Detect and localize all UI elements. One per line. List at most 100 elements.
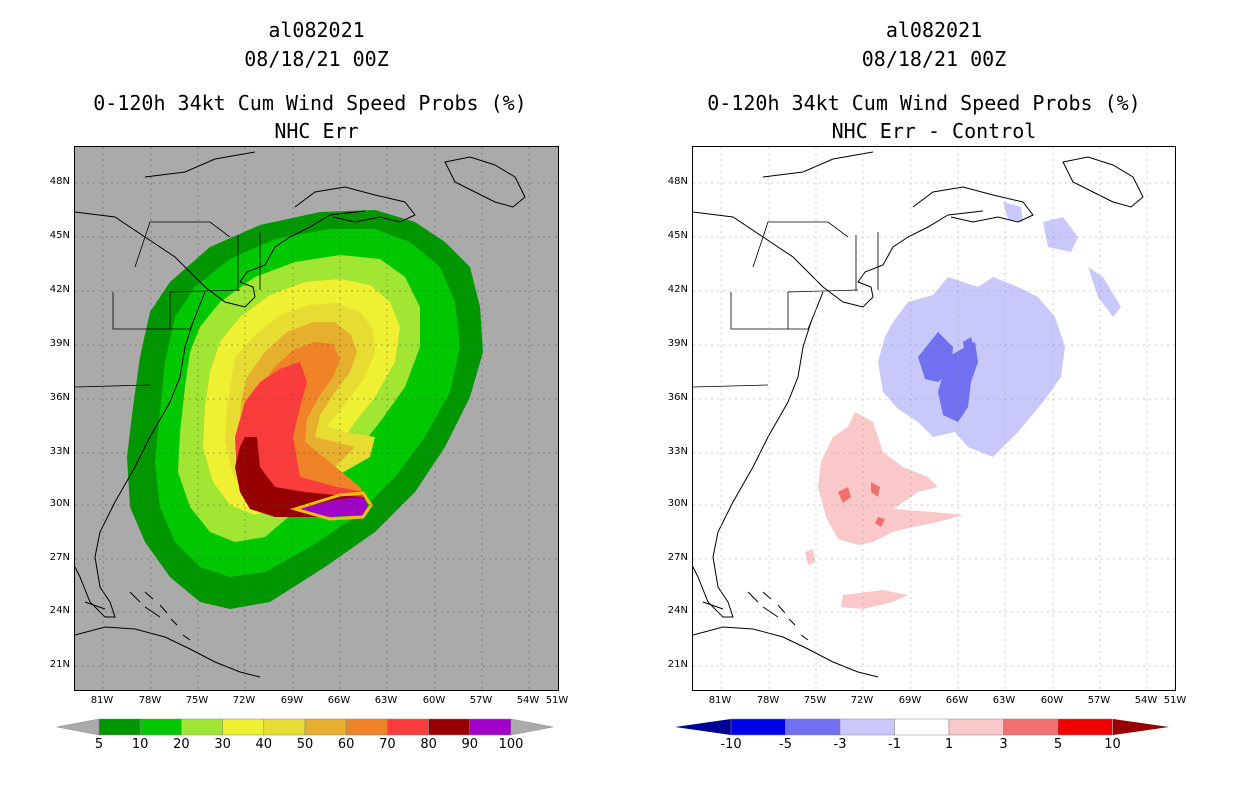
- colorbar-swatch: [181, 718, 223, 736]
- colorbar-swatch: [948, 718, 1004, 736]
- colorbar-label: 80: [420, 737, 437, 752]
- lon-label: 81W: [708, 695, 732, 706]
- colorbar-swatch: [428, 718, 471, 736]
- colorbar-swatch: [469, 718, 512, 736]
- colorbar-swatch: [894, 718, 950, 736]
- colorbar-label: 10: [131, 737, 149, 752]
- lat-label: 36N: [667, 392, 688, 403]
- canada-coastline: [144, 151, 526, 223]
- lon-label: 81W: [90, 695, 114, 706]
- cuba-outline: [75, 591, 261, 678]
- colorbar-label: 70: [379, 737, 396, 752]
- lat-label: 24N: [49, 605, 70, 616]
- lon-label: 75W: [803, 695, 827, 706]
- left-grid-lines: [75, 147, 558, 690]
- lat-label: 39N: [667, 338, 688, 349]
- colorbar-swatch: [98, 718, 141, 736]
- lon-label: 75W: [185, 695, 209, 706]
- lon-label: 78W: [138, 695, 162, 706]
- lat-label: 21N: [49, 659, 70, 670]
- left-map-graphics: [75, 151, 526, 678]
- lon-label: 54W: [1134, 695, 1158, 706]
- diff-positive-light-south: [805, 549, 908, 609]
- left-map: [74, 146, 559, 691]
- lat-label: 24N: [667, 605, 688, 616]
- left-colorbar-under-arrow: [57, 718, 100, 736]
- right-bahamas-islands: [762, 591, 809, 641]
- left-subtitle: NHC Err: [274, 119, 359, 143]
- lat-label: 21N: [667, 659, 688, 670]
- lon-label: 60W: [1040, 695, 1064, 706]
- right-colorbar-over-arrow: [1113, 719, 1169, 735]
- colorbar-swatch: [730, 718, 786, 736]
- bahamas-islands: [144, 591, 191, 641]
- colorbar-label: 10: [1104, 737, 1121, 752]
- colorbar-label: 50: [296, 737, 314, 752]
- lon-label: 51W: [545, 695, 569, 706]
- right-canada-coastline: [762, 151, 1144, 223]
- colorbar-swatch: [1003, 718, 1059, 736]
- lat-label: 48N: [49, 176, 70, 187]
- right-storm-id: al082021: [885, 18, 983, 42]
- lon-label: 72W: [850, 695, 874, 706]
- colorbar-swatch: [345, 718, 388, 736]
- colorbar-label: 5: [1053, 737, 1063, 752]
- lat-label: 30N: [667, 498, 688, 509]
- colorbar-swatch: [1057, 718, 1113, 736]
- lat-label: 39N: [49, 338, 70, 349]
- right-subtitle: NHC Err - Control: [831, 119, 1037, 143]
- lon-label: 66W: [945, 695, 969, 706]
- lon-label: 72W: [232, 695, 256, 706]
- colorbar-label: 60: [337, 737, 355, 752]
- lat-label: 30N: [49, 498, 70, 509]
- lon-label: 60W: [422, 695, 446, 706]
- colorbar-label: 3: [999, 737, 1008, 752]
- left-storm-id: al082021: [268, 18, 365, 42]
- lat-label: 36N: [49, 392, 70, 403]
- colorbar-label: -5: [779, 737, 792, 752]
- right-colorbar-under-arrow: [675, 719, 731, 735]
- colorbar-label: 40: [255, 737, 273, 752]
- lon-label: 63W: [992, 695, 1016, 706]
- lat-label: 27N: [49, 552, 70, 563]
- colorbar-label: 30: [214, 737, 231, 752]
- right-map: [692, 146, 1176, 691]
- colorbar-swatch: [139, 718, 182, 736]
- lat-label: 27N: [667, 552, 688, 563]
- right-date: 08/18/21 00Z: [861, 47, 1007, 71]
- colorbar-label: 20: [173, 737, 190, 752]
- lat-label: 42N: [667, 284, 688, 295]
- left-colorbar-over-arrow: [510, 718, 554, 736]
- colorbar-swatch: [304, 718, 347, 736]
- colorbar-label: -10: [720, 737, 742, 752]
- right-product-title: 0-120h 34kt Cum Wind Speed Probs (%): [707, 91, 1141, 115]
- colorbar-label: 1: [944, 737, 954, 752]
- lon-label: 66W: [327, 695, 351, 706]
- colorbar-swatch: [387, 718, 429, 736]
- lon-label: 51W: [1163, 695, 1187, 706]
- colorbar-label: -3: [833, 737, 847, 752]
- right-map-graphics: [693, 147, 1175, 690]
- right-state-borders: [693, 221, 879, 388]
- diff-positive-light: [818, 412, 963, 545]
- diff-negative-light-ne: [1003, 202, 1121, 317]
- lat-label: 45N: [49, 230, 70, 241]
- lon-label: 69W: [280, 695, 304, 706]
- colorbar-swatch: [785, 718, 841, 736]
- lon-label: 57W: [1087, 695, 1111, 706]
- left-date: 08/18/21 00Z: [244, 47, 389, 71]
- left-product-title: 0-120h 34kt Cum Wind Speed Probs (%): [93, 91, 527, 115]
- lat-label: 33N: [49, 446, 70, 457]
- lon-label: 57W: [469, 695, 493, 706]
- lon-label: 54W: [516, 695, 540, 706]
- lat-label: 45N: [667, 230, 688, 241]
- colorbar-swatch: [222, 718, 265, 736]
- lon-label: 78W: [756, 695, 780, 706]
- right-cuba-outline: [693, 591, 879, 678]
- colorbar-label: 90: [461, 737, 479, 752]
- lon-label: 69W: [898, 695, 922, 706]
- colorbar-label: 100: [498, 737, 524, 752]
- diff-positive-medium: [838, 482, 885, 527]
- prob-band-70: [235, 362, 365, 515]
- prob-band-90: [295, 497, 368, 517]
